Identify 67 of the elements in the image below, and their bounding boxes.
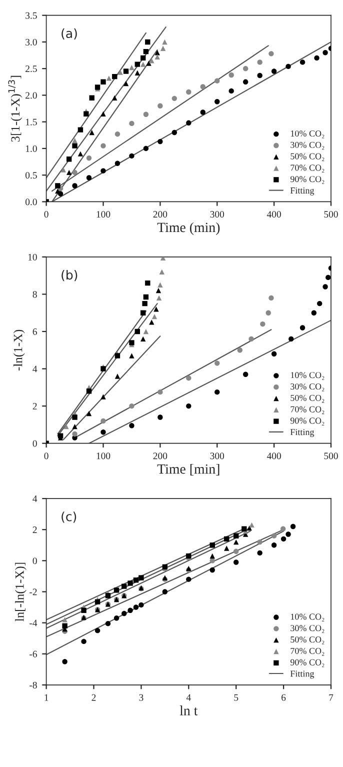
y-tick-label: -2 — [30, 588, 37, 596]
y-tick-label: 3.0 — [26, 38, 37, 46]
legend-label: 90% CO₂ — [290, 418, 324, 426]
y-tick-label: 1.5 — [26, 118, 37, 126]
legend-label: 70% CO₂ — [290, 164, 324, 172]
y-axis-title: ln[-ln(1-X)] — [15, 562, 26, 622]
x-tick-label: 400 — [266, 452, 281, 460]
legend-label: 70% CO₂ — [290, 648, 324, 656]
legend-label: 10% CO₂ — [290, 372, 324, 380]
legend-label: Fitting — [290, 429, 314, 438]
x-tick-label: 500 — [324, 211, 338, 218]
y-tick-label: 4 — [32, 496, 38, 502]
annotation: (c) — [62, 512, 76, 523]
y-tick-label: -8 — [30, 682, 37, 688]
x-tick-label: 200 — [153, 452, 168, 460]
x-tick-label: 0 — [44, 211, 48, 218]
y-tick-label: -6 — [30, 650, 37, 658]
y-tick-label: 2 — [32, 402, 37, 410]
x-tick-label: 400 — [266, 211, 281, 218]
x-tick-label: 200 — [153, 211, 168, 218]
y-tick-label: 2 — [32, 526, 37, 533]
x-tick-label: 6 — [282, 694, 286, 701]
legend-label: 90% CO₂ — [290, 659, 324, 668]
y-tick-label: 0.0 — [25, 198, 37, 206]
legend-label: 30% CO₂ — [290, 383, 324, 392]
legend-label: 90% CO₂ — [290, 176, 324, 184]
x-tick-label: 1 — [44, 694, 48, 701]
x-tick-label: 7 — [329, 694, 334, 701]
y-tick-label: 8 — [32, 291, 37, 298]
legend-label: 50% CO₂ — [290, 636, 324, 644]
y-tick-label: 6 — [32, 328, 37, 335]
annotation: (b) — [62, 270, 78, 282]
legend-label: Fitting — [290, 187, 314, 196]
x-tick-label: 2 — [92, 694, 96, 701]
y-tick-label: 0.5 — [25, 172, 37, 179]
y-tick-label: 0 — [32, 440, 37, 447]
y-axis-title: 3[1-(1-X)$^{1/3}$] — [8, 76, 22, 142]
x-tick-label: 5 — [234, 694, 238, 701]
legend-label: Fitting — [290, 670, 314, 679]
legend-label: 50% CO₂ — [290, 394, 324, 403]
y-axis-title: -ln(1-X) — [13, 330, 25, 370]
x-tick-label: 3 — [139, 694, 144, 701]
legend-label: 30% CO₂ — [290, 142, 324, 150]
y-tick-label: -4 — [30, 620, 38, 626]
x-tick-label: 100 — [96, 452, 110, 460]
y-tick-label: 10 — [28, 254, 37, 260]
y-tick-label: 0 — [32, 558, 37, 564]
annotation: (a) — [62, 28, 77, 40]
x-tick-label: 300 — [210, 452, 224, 460]
y-tick-label: 2.0 — [26, 92, 37, 99]
legend-label: 70% CO₂ — [290, 406, 324, 414]
y-tick-label: 2.5 — [26, 66, 37, 72]
y-tick-label: 3.5 — [26, 12, 37, 19]
x-tick-label: 300 — [210, 211, 224, 218]
x-tick-label: 4 — [186, 694, 191, 701]
legend-label: 30% CO₂ — [290, 625, 324, 633]
legend-label: 10% CO₂ — [290, 614, 324, 622]
y-tick-label: 4 — [32, 366, 38, 372]
x-tick-label: 0 — [44, 452, 48, 460]
legend-label: 50% CO₂ — [290, 153, 324, 162]
x-axis-title: Time (min) — [157, 222, 220, 235]
x-axis-title: Time [min] — [157, 464, 220, 476]
x-axis-title: ln t — [180, 706, 198, 716]
x-tick-label: 500 — [324, 452, 338, 460]
y-tick-label: 1.0 — [26, 145, 37, 152]
legend-label: 10% CO₂ — [290, 130, 324, 138]
x-tick-label: 100 — [96, 211, 110, 218]
